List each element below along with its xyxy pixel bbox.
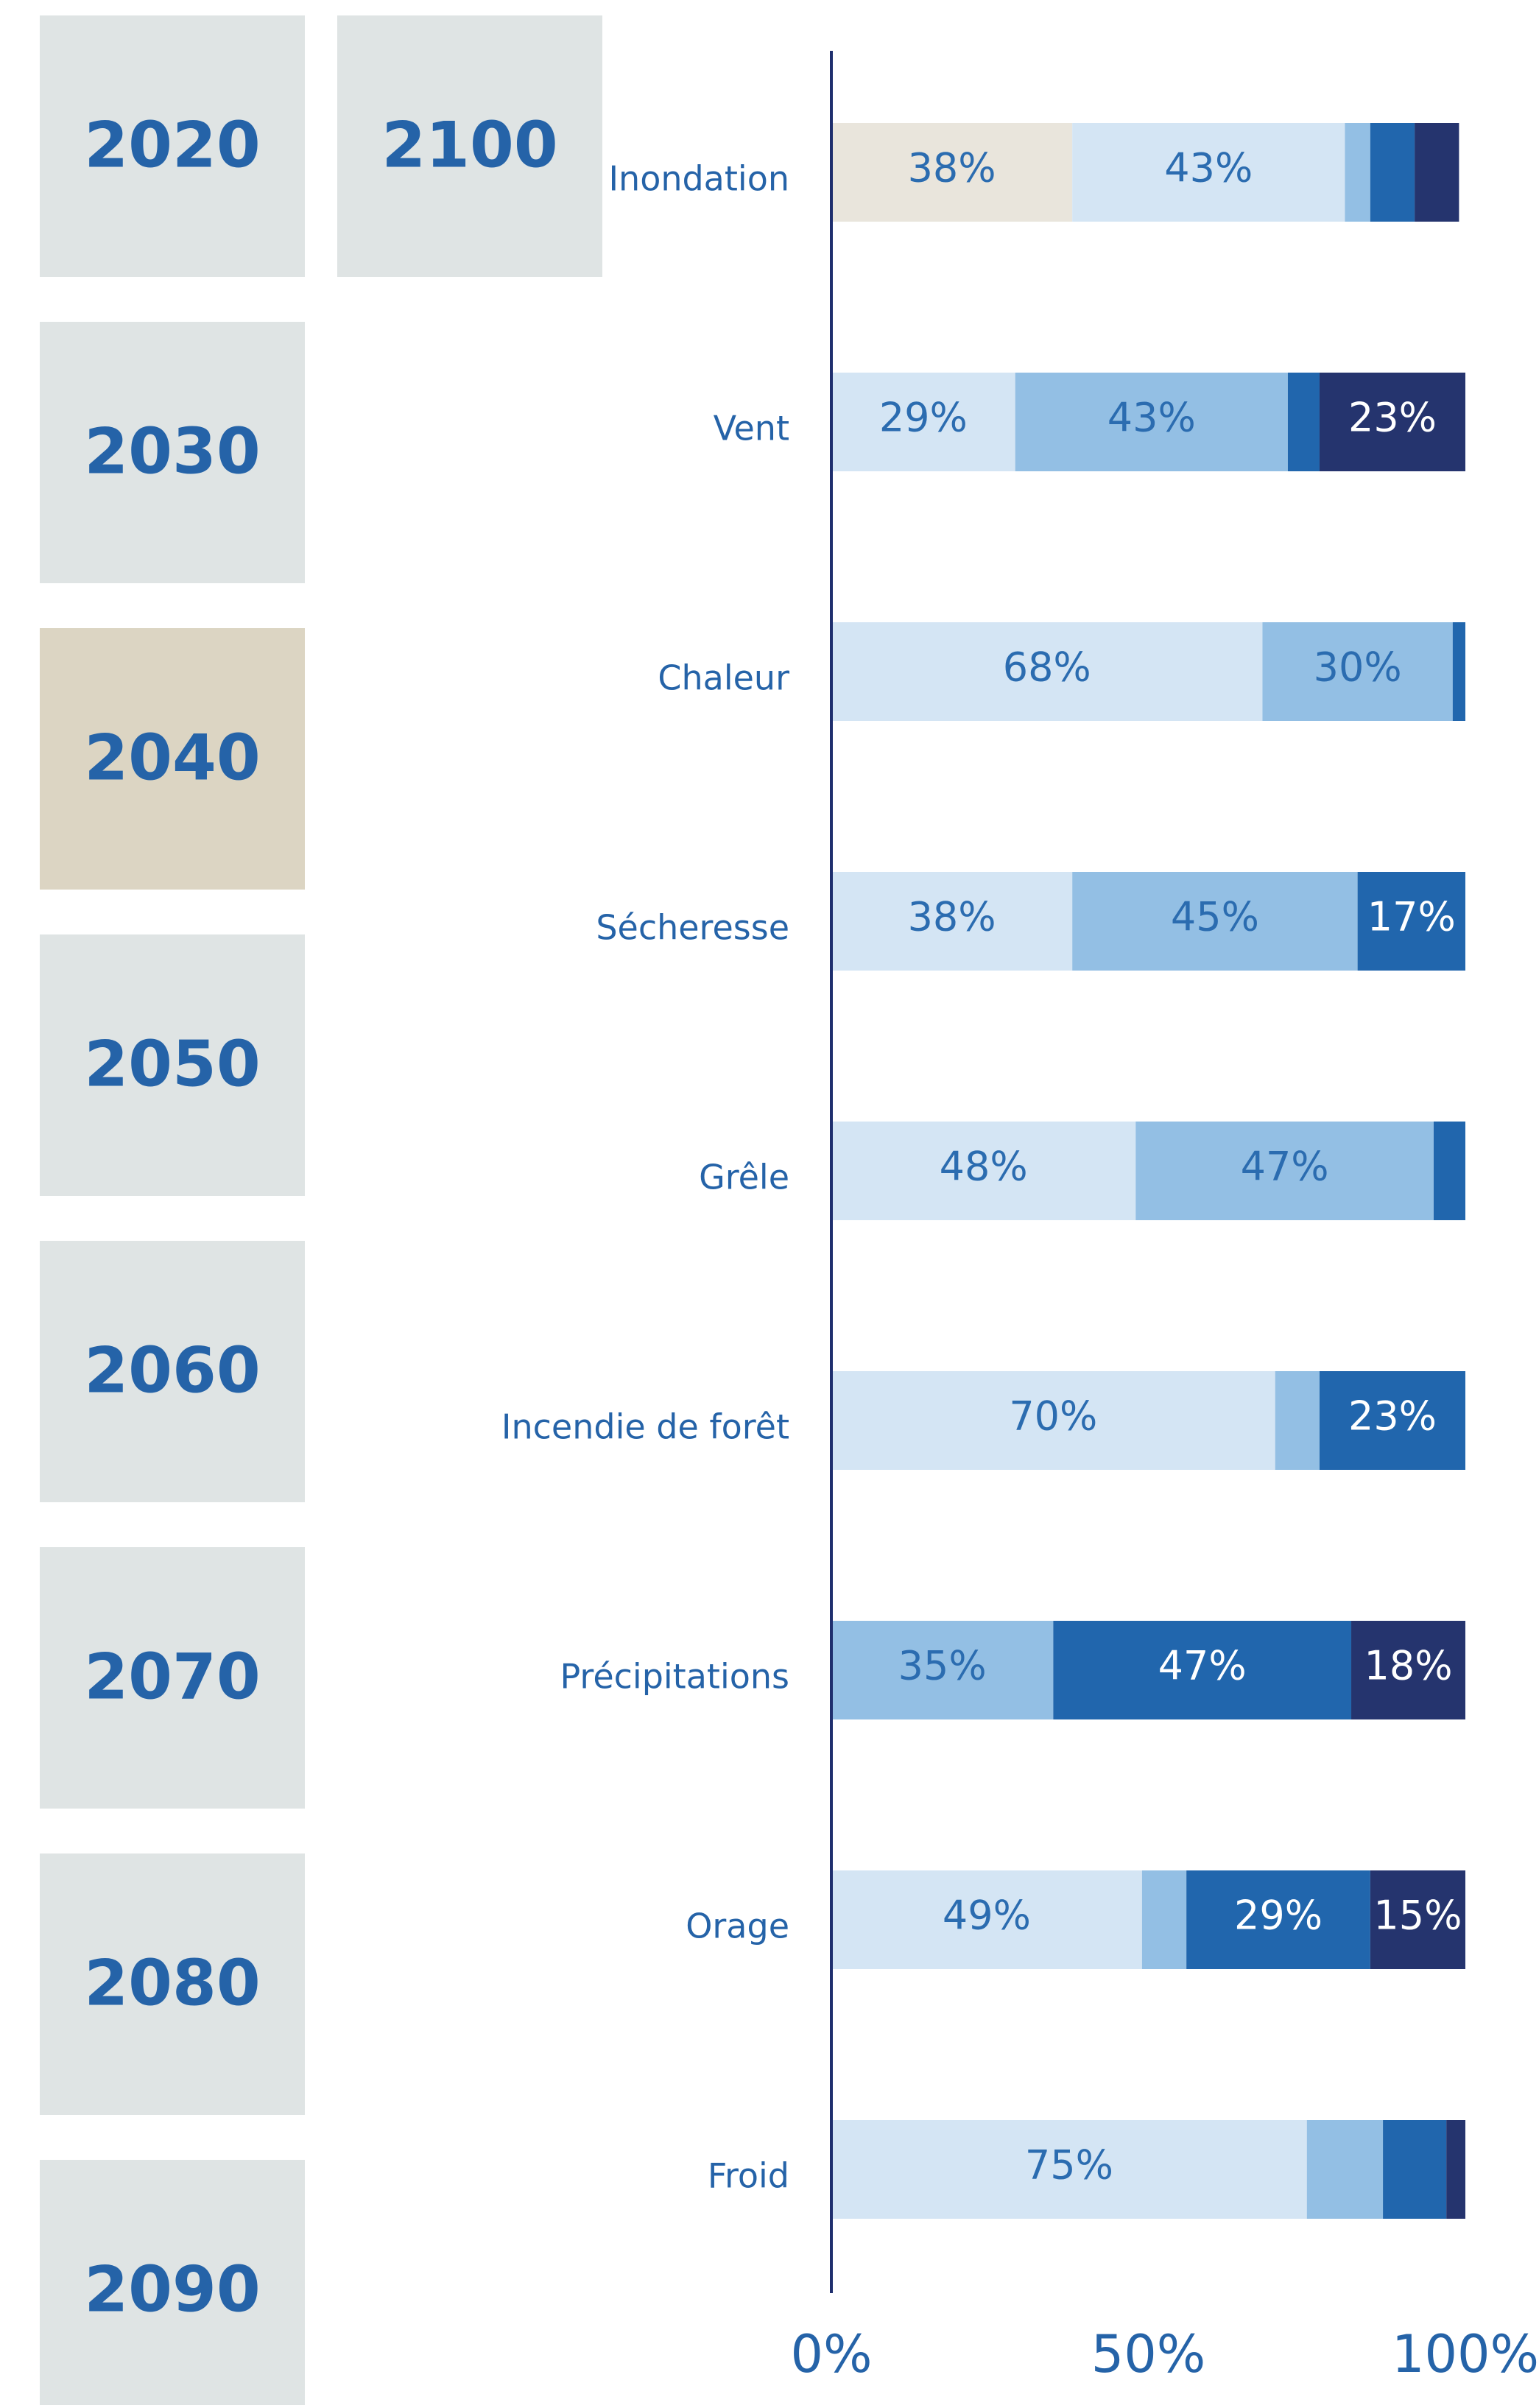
bar-segment (1141, 1870, 1187, 1969)
category-label: Froid (708, 2156, 789, 2196)
value-label: 23% (1348, 1393, 1437, 1440)
x-tick-label: 50% (1091, 2324, 1206, 2384)
bar-segment (1015, 373, 1288, 471)
year-label: 2020 (84, 108, 260, 182)
category-label: Grêle (699, 1158, 789, 1197)
bar-segment (1275, 1371, 1320, 1470)
value-label: 17% (1367, 894, 1456, 940)
bar-segment (831, 872, 1073, 971)
bar-segment (1287, 373, 1320, 471)
year-label: 2080 (84, 1946, 260, 2020)
value-label: 29% (1234, 1893, 1323, 1939)
year-label: 2030 (84, 415, 260, 488)
bar-segment (1383, 2120, 1447, 2219)
bar-segment (831, 373, 1015, 471)
bar-segment (1433, 1122, 1465, 1220)
x-tick-label: 100% (1392, 2324, 1539, 2384)
category-label: Sécheresse (596, 908, 789, 948)
year-button[interactable] (40, 1547, 305, 1809)
year-button[interactable] (40, 322, 305, 583)
value-label: 43% (1107, 395, 1196, 441)
year-label: 2050 (84, 1027, 260, 1101)
year-button[interactable] (40, 15, 305, 277)
category-label: Inondation (608, 159, 789, 199)
value-label: 70% (1009, 1393, 1097, 1440)
year-label: 2100 (381, 108, 557, 182)
year-label: 2070 (84, 1640, 260, 1714)
year-button[interactable] (40, 1853, 305, 2115)
value-label: 75% (1025, 2142, 1113, 2189)
bar-segment (1306, 2120, 1384, 2219)
value-label: 38% (908, 894, 996, 940)
year-label: 2040 (84, 721, 260, 795)
value-label: 48% (940, 1144, 1028, 1190)
bar-segment (1319, 1371, 1465, 1470)
bar-segment (1415, 123, 1459, 222)
year-button[interactable] (40, 2160, 305, 2408)
bar-segment (831, 1870, 1142, 1969)
bar-segment (831, 1122, 1136, 1220)
value-label: 29% (879, 395, 968, 441)
bar-segment (1053, 1621, 1352, 1719)
bar-segment (1345, 123, 1370, 222)
value-label: 47% (1241, 1144, 1329, 1190)
category-label: Chaleur (658, 658, 789, 698)
category-label: Vent (714, 409, 789, 448)
value-label: 43% (1164, 145, 1253, 191)
bar-segment (831, 1371, 1275, 1470)
value-label: 47% (1158, 1643, 1247, 1689)
value-label: 30% (1314, 644, 1402, 691)
bar-segment (1262, 622, 1453, 721)
bar-segment (831, 1621, 1054, 1719)
value-label: 45% (1171, 894, 1259, 940)
value-label: 15% (1373, 1893, 1462, 1939)
bar-segment (1186, 1870, 1370, 1969)
value-label: 35% (898, 1643, 987, 1689)
bar-segment (1072, 872, 1358, 971)
category-label: Précipitations (560, 1657, 790, 1697)
bar-segment (1135, 1122, 1434, 1220)
bar-segment (1357, 872, 1465, 971)
bar-segment (1072, 123, 1345, 222)
bar-segment (831, 2120, 1307, 2219)
year-button[interactable] (40, 1241, 305, 1502)
bar-segment (1446, 2120, 1465, 2219)
category-label: Orage (686, 1907, 789, 1946)
value-label: 68% (1003, 644, 1091, 691)
bar-segment (1370, 1870, 1465, 1969)
bar-segment (1351, 1621, 1465, 1719)
bar-segment (831, 123, 1073, 222)
bar-segment (831, 622, 1263, 721)
year-button[interactable] (337, 15, 602, 277)
value-label: 49% (943, 1893, 1031, 1939)
year-button[interactable] (40, 934, 305, 1196)
x-tick-label: 0% (790, 2324, 872, 2384)
category-label: Incendie de forêt (501, 1407, 789, 1447)
year-button[interactable] (40, 628, 305, 890)
value-label: 38% (908, 145, 996, 191)
bar-segment (1370, 123, 1415, 222)
bar-segment (1319, 373, 1465, 471)
value-label: 23% (1348, 395, 1437, 441)
value-label: 18% (1364, 1643, 1452, 1689)
year-label: 2090 (84, 2253, 260, 2326)
year-label: 2060 (84, 1334, 260, 1407)
bar-segment (1452, 622, 1465, 721)
